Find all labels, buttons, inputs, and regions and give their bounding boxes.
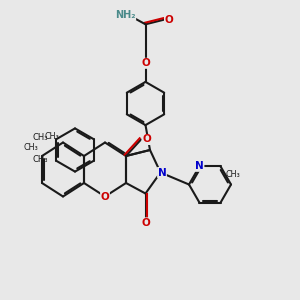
Text: CH₃: CH₃ bbox=[32, 133, 48, 142]
Text: O: O bbox=[100, 191, 109, 202]
Text: N: N bbox=[158, 167, 166, 178]
Text: CH₃: CH₃ bbox=[45, 132, 59, 141]
Text: O: O bbox=[141, 218, 150, 228]
Text: O: O bbox=[141, 58, 150, 68]
Text: N: N bbox=[195, 161, 204, 171]
Text: CH₃: CH₃ bbox=[32, 155, 48, 164]
Text: CH₃: CH₃ bbox=[24, 143, 38, 152]
Text: O: O bbox=[142, 134, 151, 145]
Text: NH₂: NH₂ bbox=[115, 10, 136, 20]
Text: CH₃: CH₃ bbox=[225, 170, 240, 179]
Text: O: O bbox=[164, 15, 173, 25]
